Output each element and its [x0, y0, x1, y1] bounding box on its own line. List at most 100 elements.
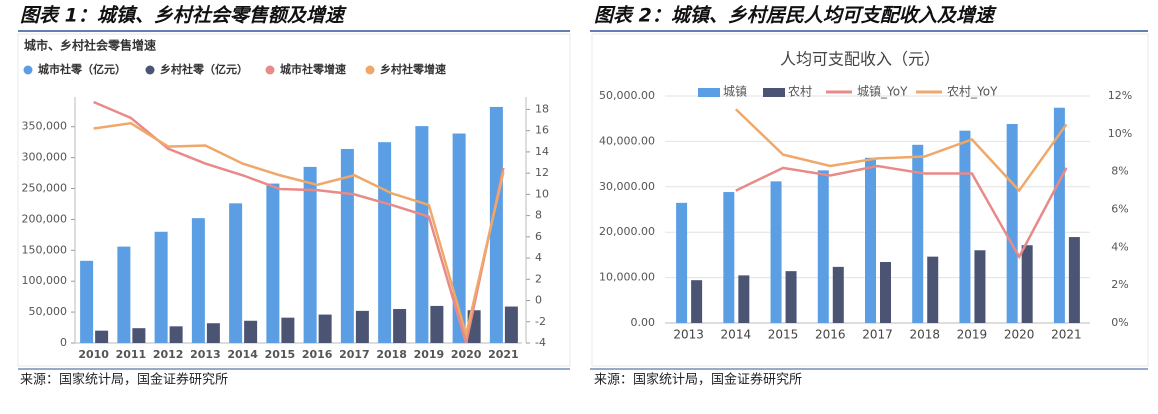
y2-tick-label: 6 [535, 230, 542, 243]
line [735, 164, 1068, 260]
bar [191, 218, 205, 343]
y2-tick-label: 18 [535, 102, 549, 115]
y2-tick-label: 12% [1108, 89, 1132, 102]
bar [340, 148, 354, 343]
chart-title: 城市、乡村社会零售增速 [24, 38, 156, 53]
x-tick-label: 2020 [1004, 328, 1035, 342]
bar [912, 144, 924, 323]
legend-marker [23, 65, 33, 75]
bar [318, 314, 332, 343]
bar [393, 309, 407, 343]
x-tick-label: 2018 [376, 348, 407, 361]
y2-tick-label: 4% [1111, 240, 1128, 253]
y-tick-label: 350,000 [22, 120, 68, 133]
bar [974, 250, 986, 323]
bar [229, 203, 243, 343]
y2-tick-label: 2% [1111, 278, 1128, 291]
bar [355, 310, 369, 343]
legend-label: 城市社零（亿元） [38, 62, 126, 76]
bar [378, 142, 392, 343]
legend-label: 乡村社零（亿元） [160, 62, 248, 76]
legend-marker [265, 65, 275, 75]
legend-label: 城市社零增速 [280, 62, 346, 76]
x-tick-label: 2012 [153, 348, 184, 361]
bar [1068, 237, 1080, 323]
y-tick-label: 0 [60, 336, 67, 349]
y-tick-label: 200,000 [22, 212, 68, 225]
bar [865, 157, 876, 323]
bar [691, 280, 703, 323]
bar [959, 130, 971, 323]
x-tick-label: 2017 [339, 348, 370, 361]
x-tick-label: 2013 [673, 328, 704, 342]
bar [132, 328, 146, 343]
bar [927, 256, 939, 323]
x-tick-label: 2015 [265, 348, 296, 361]
x-tick-label: 2021 [1051, 328, 1082, 342]
legend-marker [698, 88, 720, 97]
source-note: 来源：国家统计局，国金证券研究所 [594, 372, 802, 388]
bar [1021, 245, 1033, 323]
y2-tick-label: 0% [1111, 316, 1128, 329]
bar [154, 231, 168, 343]
y2-tick-label: 16 [535, 124, 549, 137]
bar [95, 330, 109, 343]
line [93, 121, 505, 340]
bar [117, 246, 131, 343]
y-tick-label: 50,000 [29, 305, 68, 318]
legend-marker [763, 88, 785, 97]
y2-tick-label: -2 [535, 315, 546, 328]
legend-label: 农村_YoY [947, 85, 998, 99]
legend-label: 乡村社零增速 [380, 62, 446, 76]
legend-marker [145, 65, 155, 75]
y2-tick-label: 6% [1111, 203, 1128, 216]
legend-label: 农村 [788, 85, 812, 99]
x-tick-label: 2014 [721, 328, 752, 342]
y2-tick-label: 12 [535, 166, 549, 179]
chart-title: 人均可支配收入（元） [780, 50, 940, 69]
x-tick-label: 2017 [862, 328, 893, 342]
bar [169, 326, 183, 343]
bar [303, 166, 317, 343]
y-tick-label: 100,000 [22, 274, 68, 287]
y2-tick-label: 10 [535, 187, 549, 200]
x-tick-label: 2021 [488, 348, 519, 361]
x-tick-label: 2019 [414, 348, 445, 361]
line [734, 108, 1068, 193]
legend-label: 城镇 [723, 85, 747, 99]
y2-tick-label: 8% [1111, 165, 1128, 178]
x-tick-label: 2014 [227, 348, 258, 361]
x-tick-label: 2018 [909, 328, 940, 342]
bar [817, 170, 829, 323]
source-note: 来源：国家统计局，国金证券研究所 [20, 372, 228, 388]
y2-tick-label: 14 [535, 145, 549, 158]
chart-panel [17, 33, 571, 367]
bar [452, 133, 466, 343]
bar [266, 183, 280, 343]
x-tick-label: 2013 [190, 348, 221, 361]
y-tick-label: 150,000 [22, 243, 68, 256]
bar [1006, 123, 1018, 323]
bar [738, 275, 750, 323]
x-tick-label: 2015 [768, 328, 799, 342]
y2-tick-label: 10% [1108, 127, 1132, 140]
y-tick-label: 0.00 [631, 316, 656, 329]
legend-marker [365, 65, 375, 75]
bar [244, 320, 258, 343]
bar [415, 126, 429, 343]
y-tick-label: 50,000.00 [599, 89, 655, 102]
y2-tick-label: 0 [535, 294, 542, 307]
x-tick-label: 2016 [815, 328, 846, 342]
bar [206, 323, 220, 343]
y-tick-label: 250,000 [22, 182, 68, 195]
bar [676, 202, 688, 323]
legend-label: 城镇_YoY [857, 85, 908, 99]
y-tick-label: 20,000.00 [599, 225, 655, 238]
x-tick-label: 2011 [116, 348, 147, 361]
y-tick-label: 30,000.00 [599, 180, 655, 193]
x-tick-label: 2010 [78, 348, 109, 361]
y-tick-label: 300,000 [22, 151, 68, 164]
y2-tick-label: 4 [535, 251, 542, 264]
bar [880, 262, 891, 323]
